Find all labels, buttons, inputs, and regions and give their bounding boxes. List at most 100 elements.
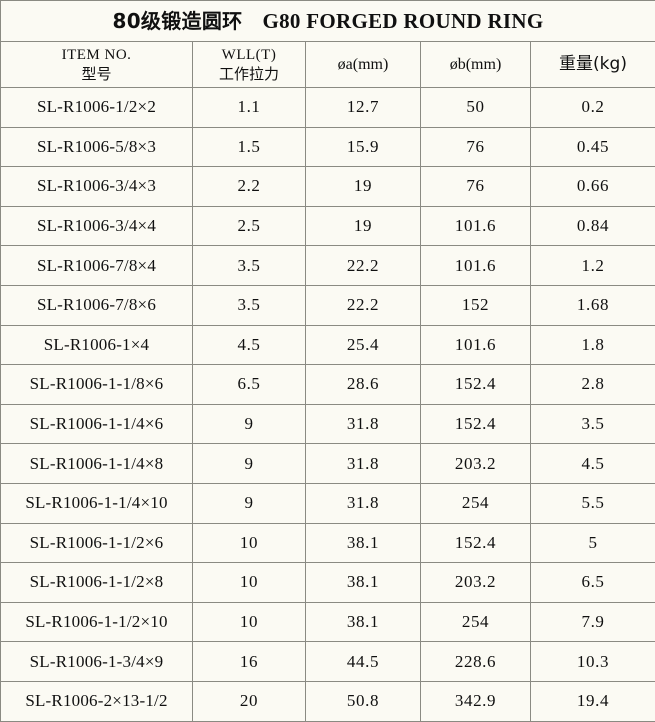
cell-weight: 6.5 bbox=[531, 563, 655, 603]
cell-dia_b: 203.2 bbox=[421, 444, 531, 484]
cell-wll: 10 bbox=[193, 563, 306, 603]
cell-dia_b: 101.6 bbox=[421, 246, 531, 286]
cell-dia_a: 44.5 bbox=[306, 642, 421, 682]
cell-wll: 3.5 bbox=[193, 246, 306, 286]
cell-dia_a: 50.8 bbox=[306, 681, 421, 721]
column-header-diameter-b-label: øb(mm) bbox=[425, 55, 526, 75]
cell-dia_a: 28.6 bbox=[306, 365, 421, 405]
column-header-item-no: ITEM NO. 型号 bbox=[1, 42, 193, 88]
cell-dia_a: 38.1 bbox=[306, 523, 421, 563]
column-header-wll: WLL(T) 工作拉力 bbox=[193, 42, 306, 88]
cell-item_no: SL-R1006-1-1/2×8 bbox=[1, 563, 193, 603]
cell-weight: 10.3 bbox=[531, 642, 655, 682]
column-header-diameter-b: øb(mm) bbox=[421, 42, 531, 88]
cell-item_no: SL-R1006-2×13-1/2 bbox=[1, 681, 193, 721]
cell-dia_a: 19 bbox=[306, 167, 421, 207]
table-title-cell: 80级锻造圆环 G80 FORGED ROUND RING bbox=[1, 1, 655, 42]
cell-dia_b: 203.2 bbox=[421, 563, 531, 603]
cell-item_no: SL-R1006-1-1/4×8 bbox=[1, 444, 193, 484]
column-header-diameter-a: øa(mm) bbox=[306, 42, 421, 88]
cell-dia_b: 152.4 bbox=[421, 365, 531, 405]
cell-weight: 0.2 bbox=[531, 88, 655, 128]
cell-item_no: SL-R1006-3/4×3 bbox=[1, 167, 193, 207]
cell-dia_b: 76 bbox=[421, 127, 531, 167]
cell-item_no: SL-R1006-1×4 bbox=[1, 325, 193, 365]
cell-weight: 19.4 bbox=[531, 681, 655, 721]
cell-item_no: SL-R1006-1/2×2 bbox=[1, 88, 193, 128]
cell-weight: 1.8 bbox=[531, 325, 655, 365]
column-header-wll-line1: WLL(T) bbox=[197, 46, 301, 65]
table-title-row: 80级锻造圆环 G80 FORGED ROUND RING bbox=[1, 1, 655, 42]
cell-item_no: SL-R1006-5/8×3 bbox=[1, 127, 193, 167]
cell-item_no: SL-R1006-1-1/2×10 bbox=[1, 602, 193, 642]
cell-weight: 1.2 bbox=[531, 246, 655, 286]
title-english: G80 FORGED ROUND RING bbox=[262, 11, 543, 32]
cell-weight: 0.84 bbox=[531, 206, 655, 246]
cell-dia_b: 228.6 bbox=[421, 642, 531, 682]
table-header-row: ITEM NO. 型号 WLL(T) 工作拉力 øa(mm) øb(mm) 重量… bbox=[1, 42, 655, 88]
title-chinese: 80级锻造圆环 bbox=[113, 11, 243, 31]
cell-item_no: SL-R1006-1-1/2×6 bbox=[1, 523, 193, 563]
cell-wll: 10 bbox=[193, 602, 306, 642]
cell-weight: 2.8 bbox=[531, 365, 655, 405]
cell-dia_b: 101.6 bbox=[421, 206, 531, 246]
cell-wll: 6.5 bbox=[193, 365, 306, 405]
title-wrap: 80级锻造圆环 G80 FORGED ROUND RING bbox=[5, 11, 651, 32]
cell-dia_b: 152 bbox=[421, 285, 531, 325]
cell-dia_a: 12.7 bbox=[306, 88, 421, 128]
cell-wll: 4.5 bbox=[193, 325, 306, 365]
cell-wll: 20 bbox=[193, 681, 306, 721]
cell-wll: 9 bbox=[193, 483, 306, 523]
cell-dia_a: 25.4 bbox=[306, 325, 421, 365]
cell-wll: 2.2 bbox=[193, 167, 306, 207]
cell-weight: 5 bbox=[531, 523, 655, 563]
cell-weight: 4.5 bbox=[531, 444, 655, 484]
cell-dia_b: 101.6 bbox=[421, 325, 531, 365]
column-header-diameter-a-label: øa(mm) bbox=[310, 55, 416, 75]
column-header-wll-line2: 工作拉力 bbox=[197, 65, 301, 84]
cell-item_no: SL-R1006-7/8×6 bbox=[1, 285, 193, 325]
cell-weight: 1.68 bbox=[531, 285, 655, 325]
cell-dia_a: 15.9 bbox=[306, 127, 421, 167]
cell-weight: 5.5 bbox=[531, 483, 655, 523]
cell-dia_a: 22.2 bbox=[306, 285, 421, 325]
cell-dia_a: 31.8 bbox=[306, 404, 421, 444]
column-header-weight-label: 重量(kg) bbox=[535, 54, 651, 75]
cell-weight: 0.66 bbox=[531, 167, 655, 207]
cell-dia_b: 50 bbox=[421, 88, 531, 128]
cell-dia_b: 152.4 bbox=[421, 523, 531, 563]
cell-wll: 9 bbox=[193, 444, 306, 484]
cell-wll: 16 bbox=[193, 642, 306, 682]
cell-item_no: SL-R1006-1-1/8×6 bbox=[1, 365, 193, 405]
column-header-item-no-line2: 型号 bbox=[5, 65, 188, 84]
cell-dia_b: 152.4 bbox=[421, 404, 531, 444]
cell-wll: 2.5 bbox=[193, 206, 306, 246]
cell-weight: 0.45 bbox=[531, 127, 655, 167]
cell-item_no: SL-R1006-1-3/4×9 bbox=[1, 642, 193, 682]
column-header-weight: 重量(kg) bbox=[531, 42, 655, 88]
cell-item_no: SL-R1006-3/4×4 bbox=[1, 206, 193, 246]
cell-wll: 3.5 bbox=[193, 285, 306, 325]
cell-dia_a: 31.8 bbox=[306, 444, 421, 484]
cell-dia_b: 254 bbox=[421, 483, 531, 523]
cell-dia_a: 19 bbox=[306, 206, 421, 246]
cell-wll: 1.1 bbox=[193, 88, 306, 128]
cell-dia_b: 342.9 bbox=[421, 681, 531, 721]
